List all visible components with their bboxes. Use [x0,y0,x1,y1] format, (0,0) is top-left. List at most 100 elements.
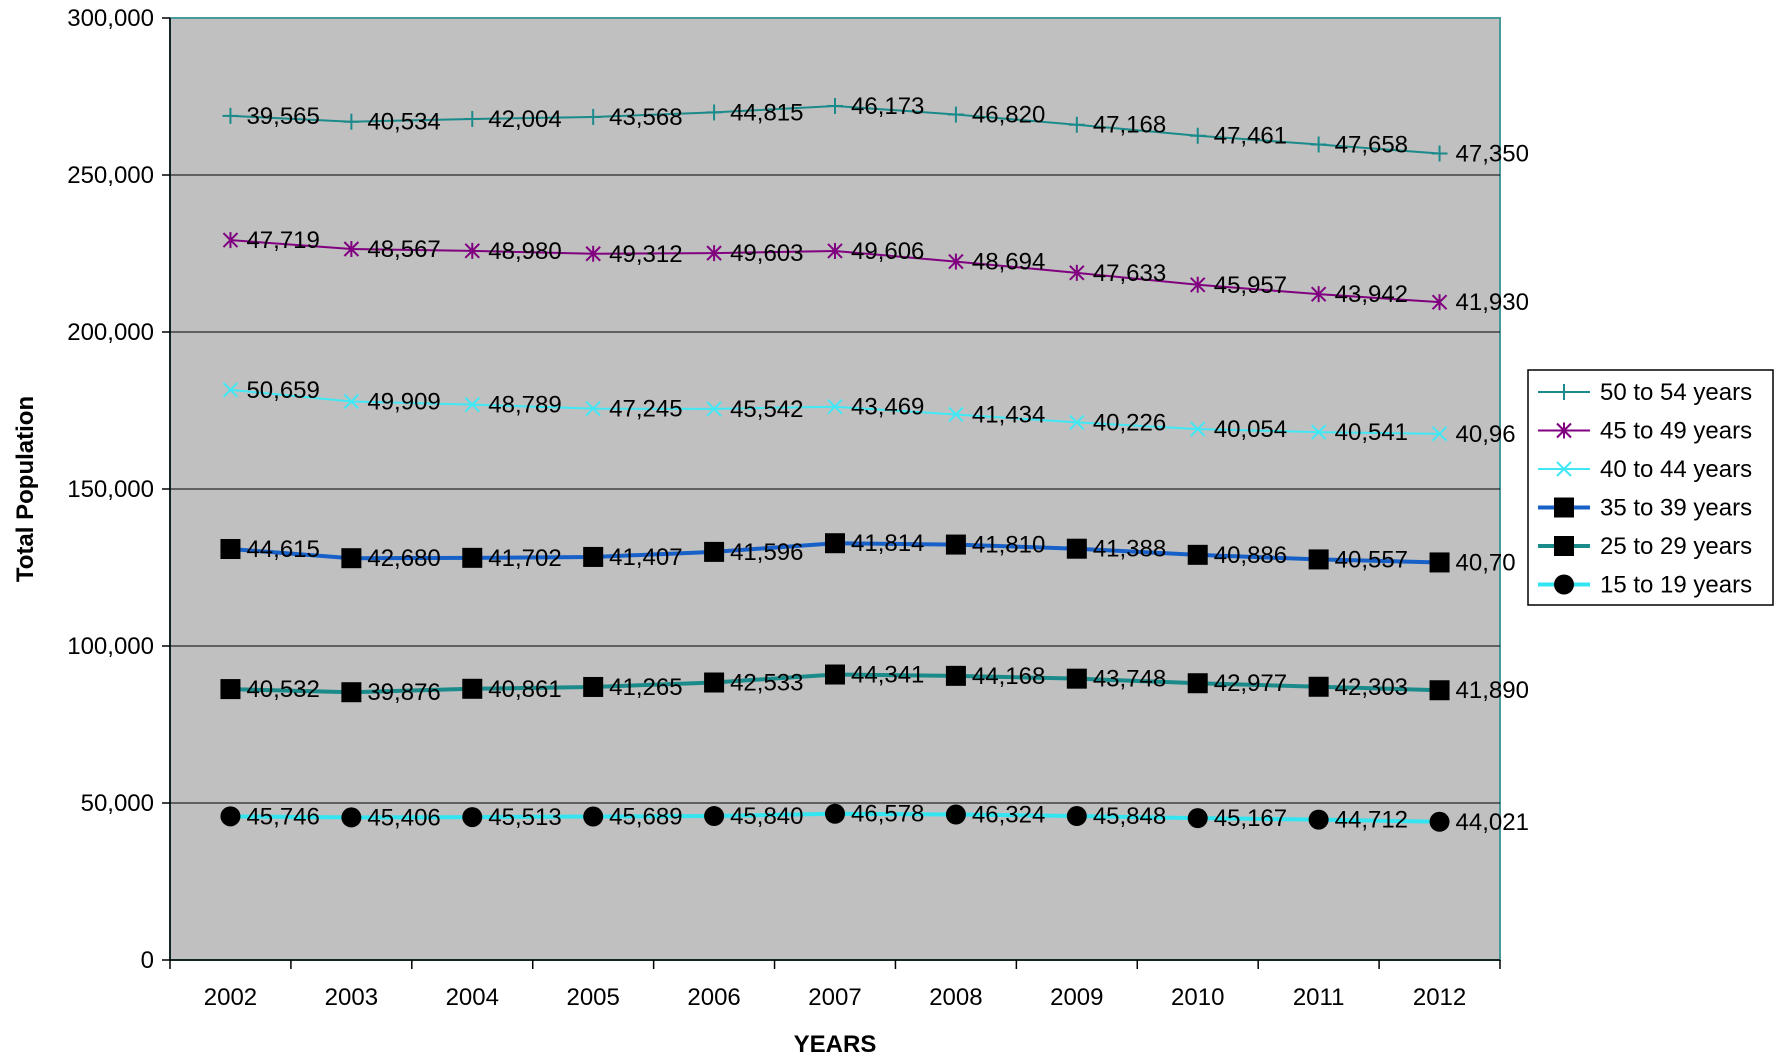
data-label: 46,578 [851,801,924,828]
data-point [462,547,483,568]
legend-swatch-marker [1556,422,1572,439]
data-label: 40,861 [488,676,561,703]
data-point [222,232,239,249]
marker-stroke [1310,424,1327,440]
x-tick-label: 2011 [1293,984,1345,1011]
data-label: 40,886 [1214,542,1287,569]
data-label: 45,746 [246,803,319,830]
marker-stroke [343,393,360,410]
data-point [222,107,239,124]
data-labels: 45,746 45,406 45,513 45,689 45,840 46,578 46,3… [246,93,1528,836]
data-label: 44,341 [851,662,924,689]
data-point [1310,286,1327,303]
x-axis-title: YEARS [794,1031,877,1057]
marker-stroke [948,406,964,423]
data-label: 40,96 [1456,421,1516,448]
axes: 0 50,000 100,000 150,000 200,000 250,000 300,0… [67,5,1501,1011]
data-point [945,665,966,686]
data-point [1190,276,1206,293]
data-label: 48,980 [488,238,561,265]
legend-label: 45 to 49 years [1600,418,1752,445]
data-label: 45,848 [1093,803,1166,830]
data-label: 41,434 [972,401,1045,428]
legend-swatch-marker [1554,497,1574,518]
data-point [583,806,604,827]
data-label: 46,820 [972,102,1045,129]
marker-stroke [585,400,601,417]
data-label: 45,957 [1214,272,1287,299]
data-point [947,106,964,123]
data-point [222,382,239,398]
data-point [825,803,845,824]
data-label: 41,930 [1456,289,1529,316]
data-label: 43,942 [1335,281,1408,308]
data-point [1431,294,1448,311]
legend: 50 to 54 years 45 to 49 years 40 to 44 yea… [1527,369,1774,606]
data-label: 49,909 [367,388,440,415]
data-label: 41,810 [972,532,1045,559]
x-tick-label: 2008 [929,984,982,1011]
data-point [704,806,725,827]
data-label: 44,168 [972,663,1045,690]
data-point [585,108,602,125]
legend-item-15-to-19-years: 15 to 19 years [1538,572,1752,599]
data-label: 41,407 [609,544,682,571]
data-label: 40,557 [1335,546,1408,573]
data-label: 47,633 [1093,260,1166,287]
data-label: 42,680 [367,545,440,572]
data-point [704,541,725,562]
data-point [341,807,362,828]
data-label: 49,603 [730,240,803,267]
data-point [585,400,601,417]
data-point [945,534,966,555]
data-point [1187,544,1208,565]
marker-stroke [464,396,480,413]
series-40-to-44-years [222,382,1448,442]
data-point [1066,668,1087,689]
y-tick-label: 200,000 [67,319,154,346]
data-label: 39,876 [367,679,440,706]
series-50-to-54-years [222,97,1448,162]
y-tick-label: 50,000 [81,790,154,817]
data-label: 47,461 [1214,123,1287,150]
data-point [1066,538,1087,559]
data-point [343,393,360,410]
data-point [827,399,843,415]
x-tick-label: 2002 [204,984,257,1011]
data-point [1187,673,1208,694]
data-label: 41,890 [1456,677,1529,704]
data-label: 45,167 [1214,805,1287,832]
legend-label: 40 to 44 years [1600,456,1752,483]
legend-item-25-to-29-years: 25 to 29 years [1538,533,1752,560]
data-point [1429,552,1450,573]
legend-label: 25 to 29 years [1600,533,1752,560]
legend-swatch-marker [1556,461,1572,477]
data-label: 45,542 [730,396,803,423]
x-tick-label: 2004 [446,984,499,1011]
legend-swatch-marker [1554,536,1574,556]
data-label: 47,719 [246,227,319,254]
data-point [1429,811,1450,832]
data-point [585,245,601,262]
x-tick-label: 2006 [687,984,740,1011]
data-point [341,548,362,569]
data-point [1069,414,1085,431]
x-tick-label: 2009 [1050,984,1103,1011]
y-axis-title: Total Population [12,396,39,582]
legend-item-50-to-54-years: 50 to 54 years [1538,379,1752,406]
series-45-to-49-years [222,232,1448,311]
legend-item-45-to-49-years: 45 to 49 years [1538,418,1752,445]
x-tick-label: 2003 [325,984,378,1011]
data-point [1310,424,1327,440]
data-point [1308,549,1329,570]
x-tick-label: 2010 [1171,984,1224,1011]
data-label: 47,658 [1335,132,1408,159]
data-label: 40,532 [246,676,319,703]
data-point [1068,116,1085,133]
data-label: 40,534 [367,109,440,136]
data-label: 42,303 [1335,674,1408,701]
data-label: 50,659 [246,377,319,404]
x-tick-label: 2012 [1413,984,1466,1011]
data-point [583,676,604,697]
data-point [1308,809,1329,830]
